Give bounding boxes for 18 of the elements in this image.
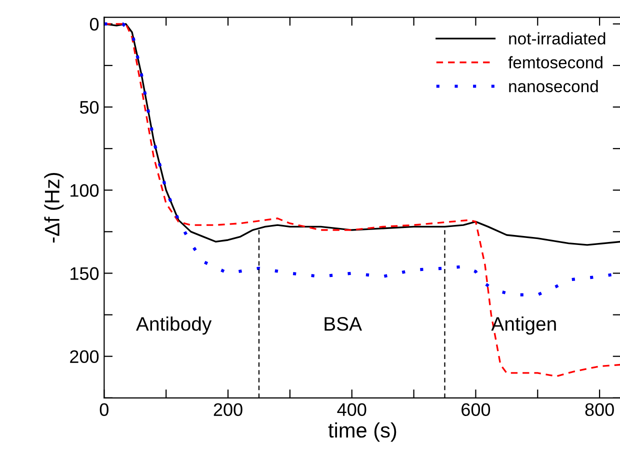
y-tick-label: 200	[70, 350, 99, 364]
annotation: BSA	[324, 317, 362, 331]
legend-label: femtosecond	[508, 56, 602, 68]
x-axis-title: time (s)	[328, 422, 396, 442]
y-tick-label: 0	[90, 18, 99, 31]
x-tick-label: 800	[585, 403, 614, 416]
x-tick-label: 0	[100, 403, 108, 416]
y-axis-title: -Δf (Hz)	[44, 172, 64, 243]
annotation: Antibody	[136, 316, 212, 335]
legend-label: not-irradiated	[509, 32, 606, 45]
x-tick-label: 200	[214, 403, 242, 416]
x-tick-label: 600	[462, 403, 490, 416]
annotation: Antigen	[491, 316, 556, 335]
y-tick-label: 150	[70, 267, 99, 280]
legend-label: nanosecond	[509, 80, 598, 92]
y-tick-label: 100	[70, 184, 99, 197]
y-tick-label: 50	[80, 100, 99, 114]
x-tick-label: 400	[337, 403, 366, 416]
